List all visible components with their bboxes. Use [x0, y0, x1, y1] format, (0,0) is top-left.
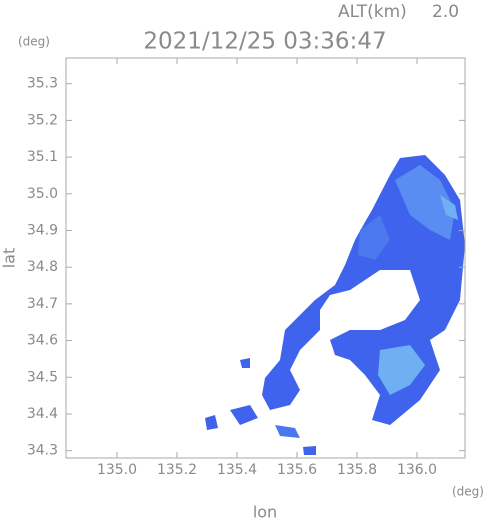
y-tick-label: 35.2	[27, 112, 58, 128]
y-tick-label: 34.5	[27, 369, 58, 385]
chart-title: 2021/12/25 03:36:47	[143, 29, 386, 55]
plot-frame	[65, 57, 466, 459]
y-tick-label: 35.3	[27, 76, 58, 92]
y-tick-label: 34.9	[27, 222, 58, 238]
y-tick-label: 34.8	[27, 259, 58, 275]
x-tick-label: 135.0	[97, 462, 137, 478]
radar-echo	[205, 155, 465, 455]
y-tick-label: 34.3	[27, 443, 58, 459]
y-unit: (deg)	[18, 35, 50, 49]
y-axis-label: lat	[0, 248, 19, 269]
x-unit: (deg)	[452, 485, 484, 499]
y-tick-label: 34.4	[27, 406, 58, 422]
x-tick-label: 135.2	[157, 462, 197, 478]
x-tick-label: 136.0	[397, 462, 437, 478]
x-tick-label: 135.6	[277, 462, 317, 478]
y-tick-label: 35.1	[27, 149, 58, 165]
altitude-label: ALT(km)	[338, 2, 407, 22]
y-tick-label: 34.7	[27, 296, 58, 312]
altitude-value: 2.0	[432, 2, 459, 22]
x-axis-label: lon	[253, 503, 277, 521]
y-tick-label: 34.6	[27, 333, 58, 349]
y-tick-label: 35.0	[27, 186, 58, 202]
x-tick-label: 135.4	[217, 462, 257, 478]
x-tick-label: 135.8	[337, 462, 377, 478]
